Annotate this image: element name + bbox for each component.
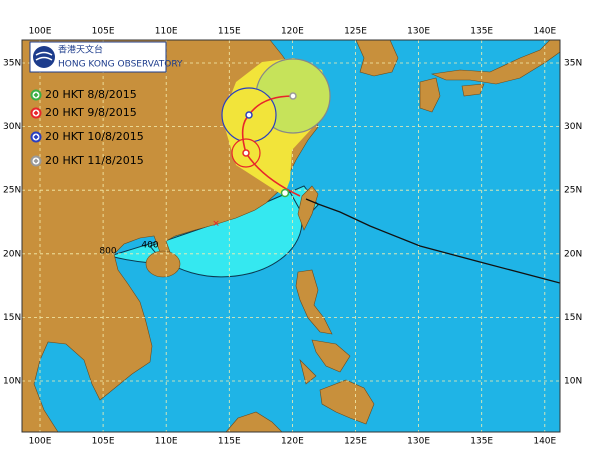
longitude-label: 135E: [470, 27, 493, 37]
longitude-label: 125E: [344, 437, 367, 447]
forecast-track: [241, 95, 301, 197]
longitude-label: 120E: [281, 437, 304, 447]
logo-english: HONG KONG OBSERVATORY: [58, 60, 183, 70]
longitude-label: 105E: [92, 437, 115, 447]
taiwan: [297, 185, 319, 231]
legend-label: 20 HKT 11/8/2015: [45, 154, 144, 167]
longitude-label: 100E: [29, 27, 52, 37]
past-track: [305, 198, 560, 284]
position-marker: [280, 188, 290, 198]
map-area: ✕ 800 400: [22, 40, 560, 432]
longitude-label: 105E: [92, 27, 115, 37]
korea: [355, 40, 399, 77]
map-frame: [21, 39, 561, 433]
latitude-label: 25N: [3, 186, 21, 196]
longitude-label: 135E: [470, 437, 493, 447]
latitude-label: 15N: [3, 313, 21, 323]
kyushu: [419, 77, 441, 113]
radius-label: 400: [141, 241, 158, 251]
longitude-label: 125E: [344, 27, 367, 37]
legend-label: 20 HKT 10/8/2015: [45, 130, 144, 143]
latitude-label: 15N: [564, 313, 582, 323]
latitude-label: 35N: [3, 59, 21, 69]
latitude-label: 20N: [564, 249, 582, 259]
latitude-label: 10N: [564, 377, 582, 387]
hong-kong-marker: ✕: [212, 220, 220, 230]
longitude-label: 120E: [281, 27, 304, 37]
longitude-label: 130E: [407, 437, 430, 447]
honshu: [430, 40, 560, 85]
longitude-label: 100E: [29, 437, 52, 447]
longitude-label: 140E: [533, 27, 556, 37]
latitude-label: 30N: [564, 122, 582, 132]
hainan: [145, 250, 181, 278]
legend: 20 HKT 8/8/2015 20 HKT 9/8/2015 20 HKT 10/…: [30, 88, 144, 167]
shikoku: [461, 83, 485, 97]
logo-chinese: 香港天文台: [58, 44, 103, 56]
latitude-label: 20N: [3, 249, 21, 259]
legend-icon-diamond: [33, 110, 39, 116]
latitude-label: 30N: [3, 122, 21, 132]
position-marker: [242, 149, 250, 157]
latitude-label: 25N: [564, 186, 582, 196]
legend-icon-diamond: [33, 92, 39, 98]
position-marker: [245, 111, 253, 119]
longitude-label: 130E: [407, 27, 430, 37]
borneo: [225, 411, 283, 432]
longitude-label: 115E: [218, 437, 241, 447]
longitude-label: 110E: [155, 27, 178, 37]
graticule: [22, 40, 560, 432]
longitude-label: 115E: [218, 27, 241, 37]
logo: 香港天文台 HONG KONG OBSERVATORY: [29, 41, 183, 73]
legend-icon-diamond: [33, 134, 39, 140]
legend-label: 20 HKT 8/8/2015: [45, 88, 137, 101]
radius-label: 800: [99, 247, 116, 257]
axis-labels: 100E 100E 105E 105E 110E 110E 115E 115E 120E 120E…: [3, 27, 582, 447]
position-marker: [289, 92, 297, 100]
latitude-label: 35N: [564, 59, 582, 69]
legend-icon-diamond: [33, 158, 39, 164]
logo-emblem-waves: [35, 51, 53, 61]
mindanao: [319, 379, 375, 425]
legend-label: 20 HKT 9/8/2015: [45, 106, 137, 119]
longitude-label: 110E: [155, 437, 178, 447]
palawan: [299, 359, 317, 385]
luzon: [295, 269, 333, 335]
visayas: [311, 339, 351, 373]
longitude-label: 140E: [533, 437, 556, 447]
latitude-label: 10N: [3, 377, 21, 387]
